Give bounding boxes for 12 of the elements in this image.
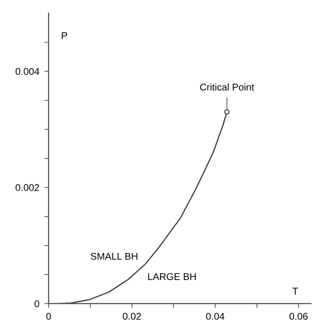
x-tick-label: 0.06 bbox=[289, 312, 308, 320]
y-axis-title: P bbox=[62, 32, 68, 39]
x-tick-label: 0.02 bbox=[122, 312, 141, 320]
y-tick-label: 0.004 bbox=[16, 68, 40, 75]
annotation: LARGE BH bbox=[148, 273, 196, 280]
annotation: SMALL BH bbox=[90, 252, 138, 260]
y-tick-label: 0 bbox=[34, 300, 40, 308]
x-tick-label: 0 bbox=[46, 312, 51, 320]
y-tick-label: 0.002 bbox=[16, 184, 40, 192]
annotation: Critical Point bbox=[200, 83, 254, 91]
x-tick-label: 0.04 bbox=[206, 312, 224, 320]
x-axis-title: T bbox=[292, 288, 298, 294]
